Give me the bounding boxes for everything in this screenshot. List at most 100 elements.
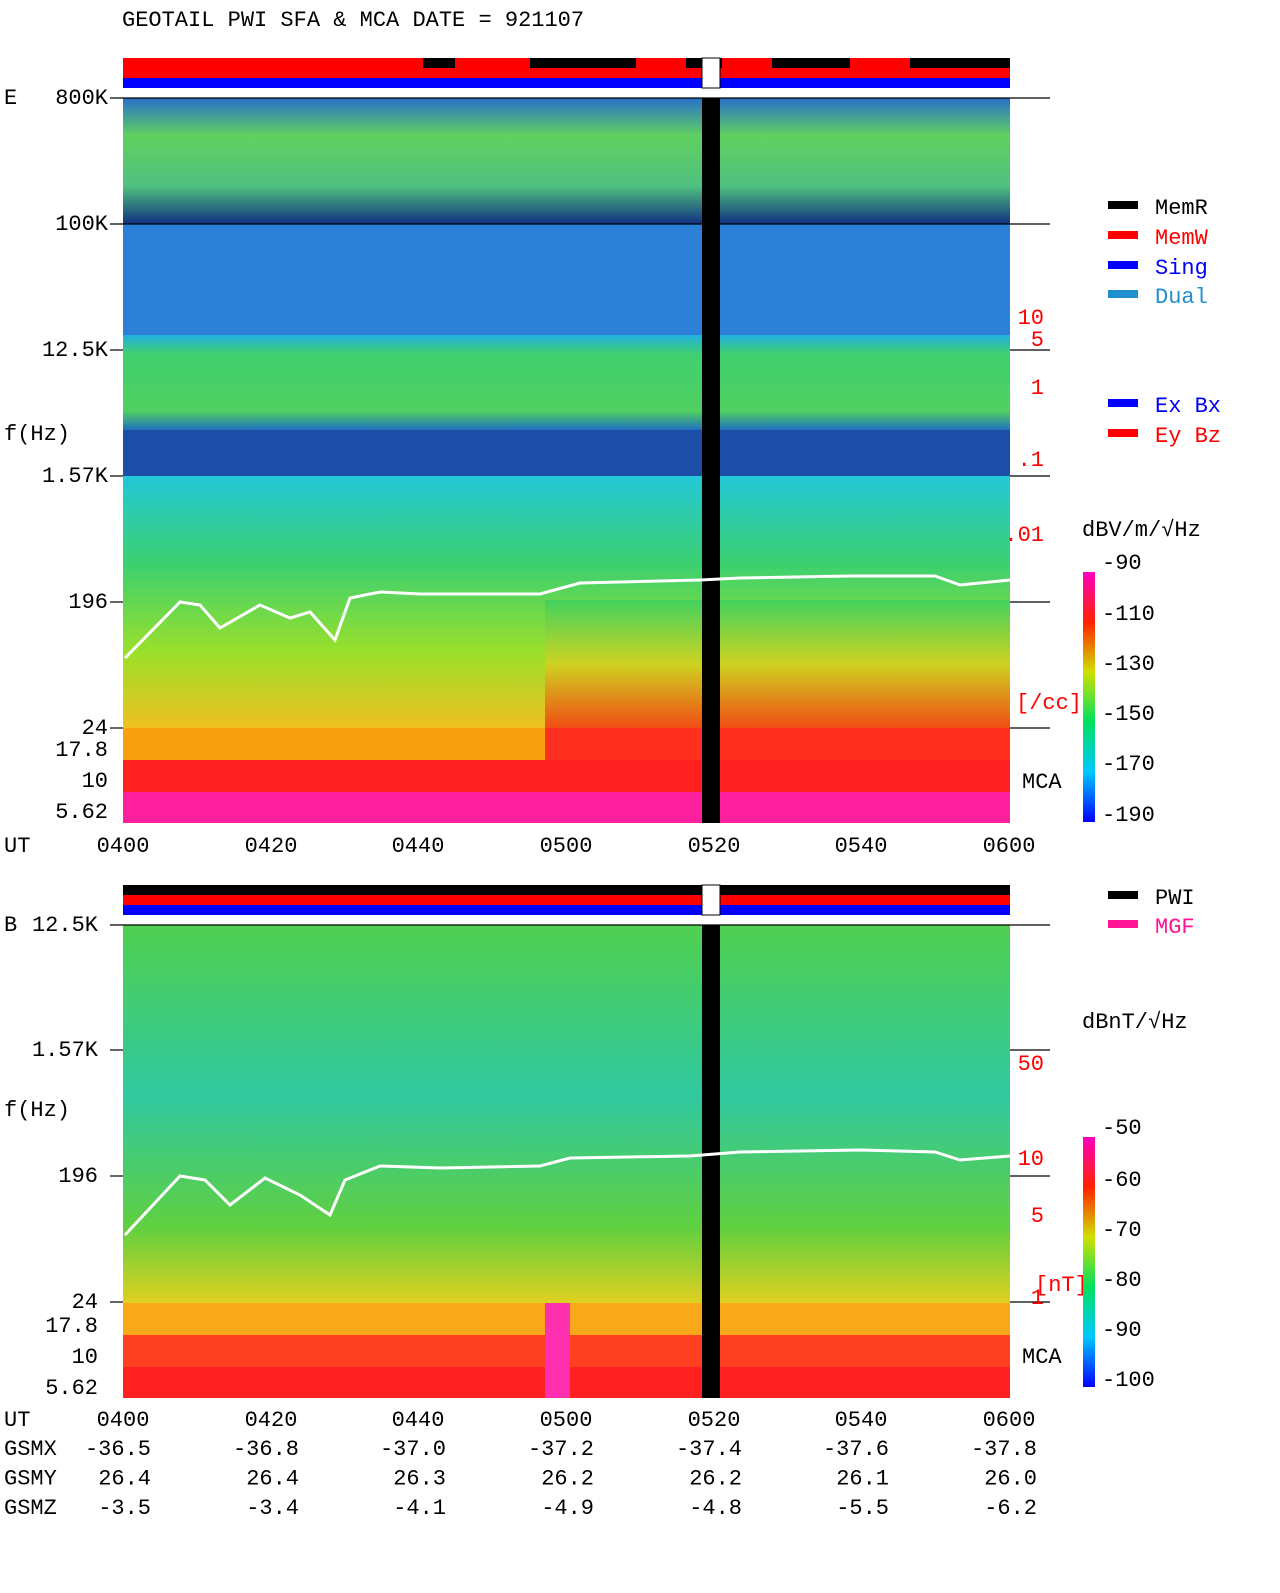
legend-swatch: [1108, 261, 1138, 269]
colorbar: [1083, 572, 1095, 822]
orbit-value: -37.6: [823, 1437, 889, 1462]
legend-label: Sing: [1155, 256, 1208, 281]
orbit-value: -3.4: [246, 1496, 299, 1521]
legend-swatch: [1108, 290, 1138, 298]
colorbar-label: -70: [1102, 1218, 1142, 1243]
orbit-value: -36.5: [85, 1437, 151, 1462]
legend-label: PWI: [1155, 886, 1195, 911]
axis-label: f(Hz): [4, 422, 70, 447]
density-label: 1: [1031, 376, 1044, 401]
colorbar-label: -50: [1102, 1116, 1142, 1141]
time-label: 0540: [835, 834, 888, 859]
mca-label: MCA: [1022, 1345, 1062, 1370]
density-unit: [/cc]: [1016, 691, 1082, 716]
orbit-value: 26.4: [98, 1466, 151, 1491]
colorbar: [1083, 1137, 1095, 1387]
time-label: 0600: [983, 834, 1036, 859]
field-unit: [nT]: [1035, 1273, 1088, 1298]
time-label: 0500: [540, 1408, 593, 1433]
b-status-bars: [123, 884, 1010, 916]
panel-label: B: [4, 913, 17, 938]
e-spectrogram: [123, 98, 1011, 823]
orbit-value: -37.2: [528, 1437, 594, 1462]
generated: 800K100K12.5K1.57K1962417.8105.621051.1.…: [4, 86, 1221, 1521]
orbit-value: 26.3: [393, 1466, 446, 1491]
e-axis-lines: [110, 97, 1050, 729]
time-label: 0440: [392, 834, 445, 859]
freq-label: 24: [72, 1290, 98, 1315]
orbit-value: -6.2: [984, 1496, 1037, 1521]
legend-label: MemR: [1155, 196, 1208, 221]
mca-label: MCA: [1022, 770, 1062, 795]
orbit-label: GSMZ: [4, 1496, 57, 1521]
colorbar-label: -110: [1102, 602, 1155, 627]
axis-label: f(Hz): [4, 1098, 70, 1123]
orbit-value: -4.1: [393, 1496, 446, 1521]
legend-label: MemW: [1155, 226, 1209, 251]
time-label: 0420: [245, 1408, 298, 1433]
field-label: 50: [1018, 1052, 1044, 1077]
density-label: 10: [1018, 306, 1044, 331]
legend-label: Ex Bx: [1155, 394, 1221, 419]
panel-label: E: [4, 86, 17, 111]
orbit-value: -37.4: [676, 1437, 742, 1462]
freq-label: 100K: [55, 212, 109, 237]
freq-label: 17.8: [55, 738, 108, 763]
freq-label: 800K: [55, 86, 109, 111]
orbit-value: 26.4: [246, 1466, 299, 1491]
legend-label: MGF: [1155, 915, 1195, 940]
orbit-value: 26.0: [984, 1466, 1037, 1491]
colorbar-label: -80: [1102, 1268, 1142, 1293]
legend-swatch: [1108, 231, 1138, 239]
freq-label: 17.8: [45, 1314, 98, 1339]
density-label: 5: [1031, 328, 1044, 353]
orbit-value: 26.2: [541, 1466, 594, 1491]
time-axis-label: UT: [4, 1408, 30, 1433]
legend-swatch: [1108, 920, 1138, 928]
freq-label: 1.57K: [32, 1038, 99, 1063]
orbit-value: 26.2: [689, 1466, 742, 1491]
freq-label: 196: [58, 1164, 98, 1189]
freq-label: 5.62: [55, 800, 108, 825]
orbit-value: -36.8: [233, 1437, 299, 1462]
density-label: .01: [1004, 523, 1044, 548]
density-label: .1: [1018, 448, 1044, 473]
orbit-value: -4.8: [689, 1496, 742, 1521]
time-label: 0520: [688, 834, 741, 859]
time-label: 0420: [245, 834, 298, 859]
orbit-value: 26.1: [836, 1466, 889, 1491]
freq-label: 12.5K: [42, 338, 109, 363]
freq-label: 10: [82, 769, 108, 794]
time-label: 0540: [835, 1408, 888, 1433]
legend-label: Ey Bz: [1155, 424, 1221, 449]
time-label: 0400: [97, 834, 150, 859]
colorbar-label: -130: [1102, 652, 1155, 677]
freq-label: 12.5K: [32, 913, 99, 938]
field-label: 10: [1018, 1147, 1044, 1172]
colorbar-label: -90: [1102, 1318, 1142, 1343]
orbit-value: -4.9: [541, 1496, 594, 1521]
colorbar-unit: dBV/m/√Hz: [1082, 518, 1201, 543]
orbit-value: -37.0: [380, 1437, 446, 1462]
legend-label: Dual: [1155, 285, 1208, 310]
colorbar-label: -60: [1102, 1168, 1142, 1193]
legend-swatch: [1108, 201, 1138, 209]
field-label: 1: [1031, 1286, 1044, 1311]
freq-label: 1.57K: [42, 464, 109, 489]
legend-swatch: [1108, 891, 1138, 899]
e-status-bars: [123, 57, 1010, 89]
time-label: 0500: [540, 834, 593, 859]
colorbar-label: -150: [1102, 702, 1155, 727]
orbit-label: GSMY: [4, 1466, 57, 1491]
orbit-value: -37.8: [971, 1437, 1037, 1462]
orbit-value: -5.5: [836, 1496, 889, 1521]
colorbar-unit: dBnT/√Hz: [1082, 1010, 1188, 1035]
time-label: 0440: [392, 1408, 445, 1433]
orbit-value: -3.5: [98, 1496, 151, 1521]
b-spectrogram: [123, 925, 1011, 1398]
colorbar-label: -190: [1102, 803, 1155, 828]
time-axis-label: UT: [4, 834, 30, 859]
field-label: 5: [1031, 1204, 1044, 1229]
legend-swatch: [1108, 399, 1138, 407]
